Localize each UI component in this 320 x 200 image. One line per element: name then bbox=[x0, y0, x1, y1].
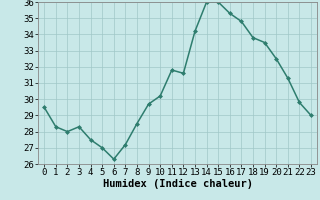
X-axis label: Humidex (Indice chaleur): Humidex (Indice chaleur) bbox=[103, 179, 252, 189]
